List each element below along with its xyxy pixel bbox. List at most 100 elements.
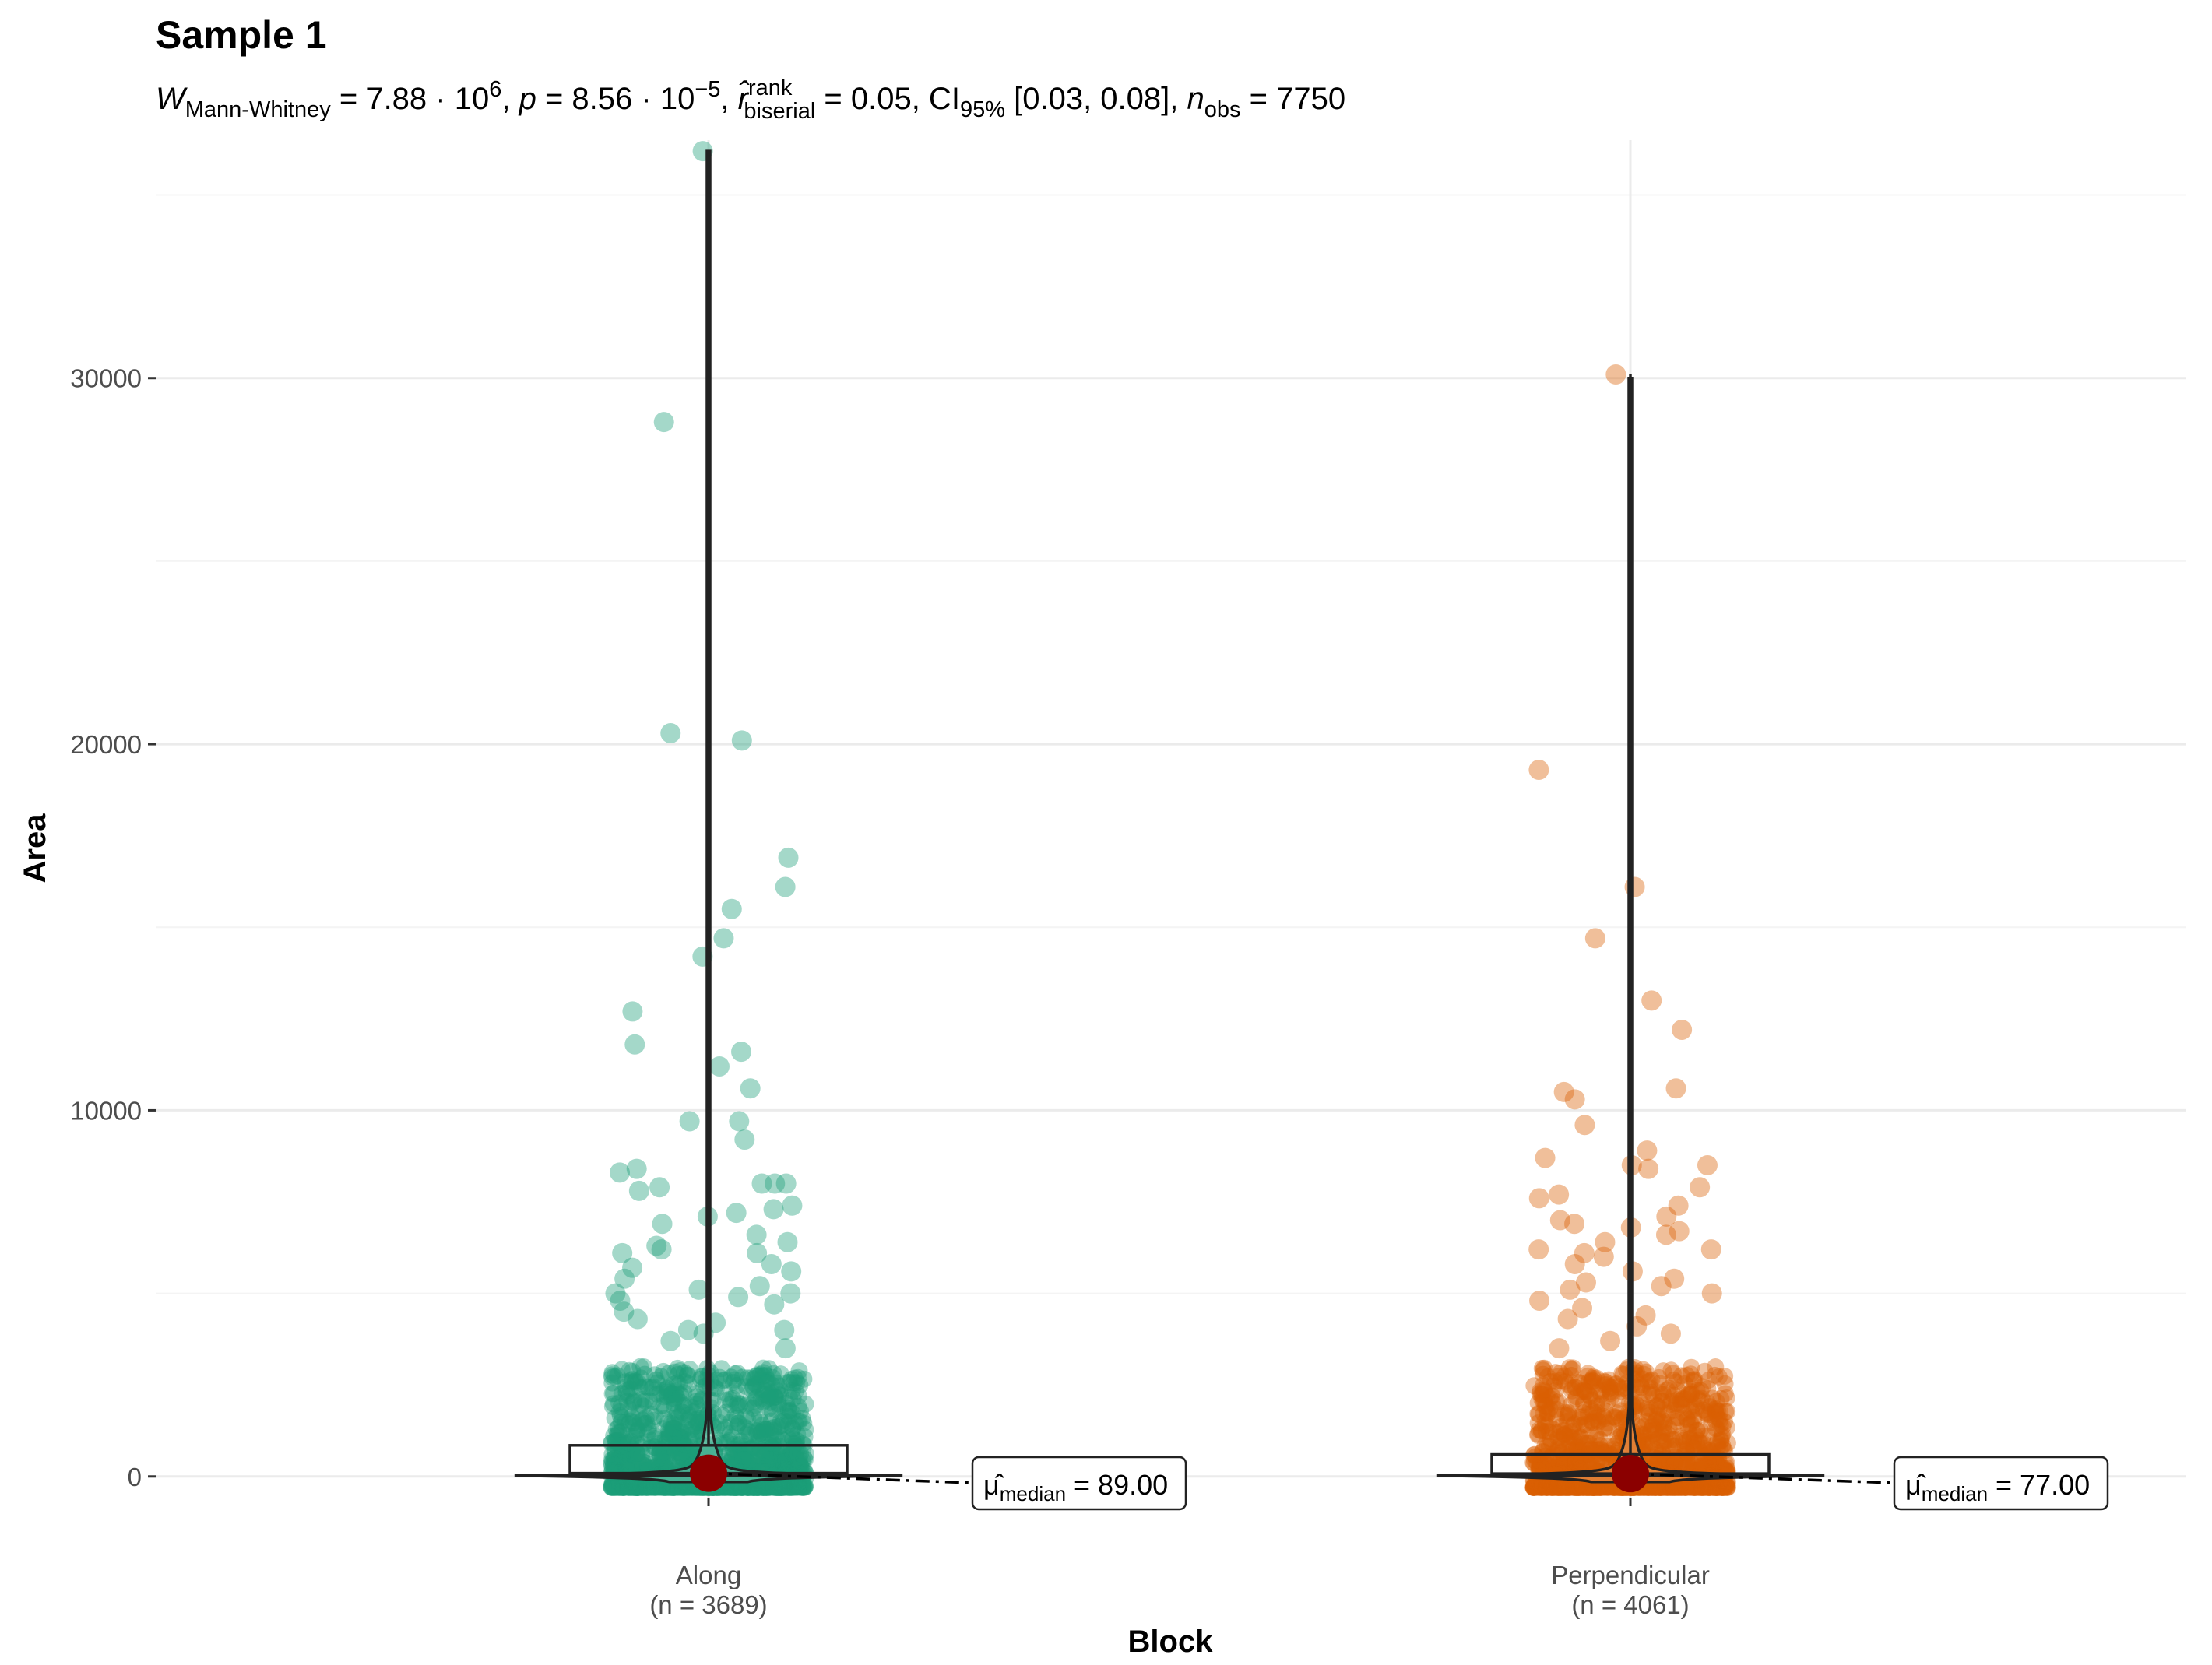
data-point: [1690, 1477, 1707, 1495]
data-point: [736, 1449, 754, 1467]
data-point: [1598, 1437, 1616, 1455]
data-point: [1530, 1459, 1548, 1477]
data-point: [638, 1424, 656, 1442]
data-point: [1544, 1478, 1562, 1496]
data-point: [1549, 1428, 1567, 1446]
data-point: [1560, 1403, 1577, 1421]
data-point: [770, 1477, 788, 1495]
data-point: [1570, 1478, 1588, 1496]
data-point: [747, 1389, 765, 1407]
data-point: [1718, 1403, 1736, 1421]
data-point: [1635, 1426, 1653, 1444]
data-point: [785, 1455, 803, 1473]
data-point: [1584, 1369, 1602, 1387]
data-point: [1582, 1412, 1600, 1430]
data-point: [729, 1394, 747, 1412]
data-point: [628, 1445, 646, 1463]
data-point: [1651, 1375, 1669, 1393]
data-point: [659, 1365, 677, 1382]
data-point: [1581, 1400, 1599, 1417]
data-point: [1607, 1409, 1625, 1427]
data-point: [628, 1478, 646, 1496]
data-point: [1584, 1403, 1602, 1421]
data-point: [1524, 1453, 1542, 1471]
data-point: [1707, 1477, 1725, 1495]
data-point: [716, 1418, 734, 1436]
data-point: [1584, 1414, 1602, 1431]
data-point: [614, 1443, 632, 1461]
data-point: [1606, 1375, 1624, 1393]
data-point: [1556, 1367, 1574, 1385]
data-point: [1688, 1421, 1706, 1439]
data-point: [1670, 1478, 1688, 1496]
data-point: [655, 1478, 673, 1496]
data-point: [1539, 1405, 1556, 1423]
data-point: [628, 1478, 646, 1496]
data-point: [1677, 1477, 1695, 1495]
data-point: [1637, 1363, 1655, 1381]
data-point: [750, 1474, 768, 1491]
data-point: [1695, 1455, 1713, 1473]
data-point: [760, 1451, 778, 1469]
data-point: [1648, 1396, 1665, 1414]
data-point: [1540, 1438, 1558, 1456]
data-point: [1544, 1478, 1562, 1496]
data-point: [770, 1445, 788, 1463]
data-point: [1551, 1418, 1569, 1436]
data-point: [1707, 1452, 1725, 1470]
data-point: [1524, 1478, 1542, 1496]
data-point: [765, 1478, 782, 1496]
data-point: [1668, 1394, 1686, 1412]
data-point: [1697, 1477, 1715, 1495]
data-point: [730, 1397, 747, 1415]
data-point: [1707, 1478, 1725, 1496]
data-point: [754, 1457, 772, 1475]
outlier-point: [1664, 1268, 1685, 1289]
data-point: [644, 1411, 662, 1429]
data-point: [1566, 1379, 1584, 1396]
data-point: [637, 1478, 655, 1496]
data-point: [1602, 1448, 1619, 1466]
data-point: [603, 1478, 621, 1496]
data-point: [1718, 1474, 1736, 1492]
data-point: [1596, 1474, 1614, 1492]
data-point: [624, 1478, 642, 1496]
data-point: [775, 1478, 793, 1496]
data-point: [1704, 1478, 1722, 1496]
outlier-point: [1528, 1239, 1549, 1260]
outlier-point: [1690, 1177, 1711, 1198]
data-point: [715, 1435, 733, 1452]
y-tick-label: 10000: [70, 1096, 142, 1125]
data-point: [1592, 1386, 1610, 1403]
data-point: [671, 1414, 689, 1432]
data-point: [1593, 1395, 1611, 1413]
data-point: [737, 1396, 755, 1414]
outlier-point: [777, 1231, 798, 1252]
data-point: [1701, 1456, 1719, 1474]
data-point: [775, 1453, 793, 1471]
data-point: [760, 1478, 778, 1496]
data-point: [792, 1445, 810, 1463]
data-point: [1602, 1385, 1619, 1403]
data-point: [663, 1475, 681, 1493]
data-point: [1694, 1478, 1712, 1496]
data-point: [1571, 1478, 1589, 1496]
data-point: [1690, 1478, 1707, 1496]
data-point: [622, 1478, 640, 1496]
data-point: [1575, 1381, 1593, 1399]
data-point: [1532, 1478, 1549, 1496]
data-point: [1536, 1478, 1554, 1496]
data-point: [763, 1403, 781, 1421]
outlier-point: [614, 1301, 635, 1323]
data-point: [789, 1477, 807, 1495]
data-point: [691, 1370, 709, 1388]
data-point: [771, 1417, 789, 1435]
data-point: [666, 1419, 684, 1437]
data-point: [665, 1399, 683, 1417]
data-point: [727, 1384, 745, 1402]
data-point: [606, 1449, 624, 1467]
data-point: [1700, 1476, 1718, 1494]
data-point: [1655, 1401, 1673, 1419]
data-point: [758, 1371, 776, 1389]
data-point: [1527, 1477, 1545, 1495]
